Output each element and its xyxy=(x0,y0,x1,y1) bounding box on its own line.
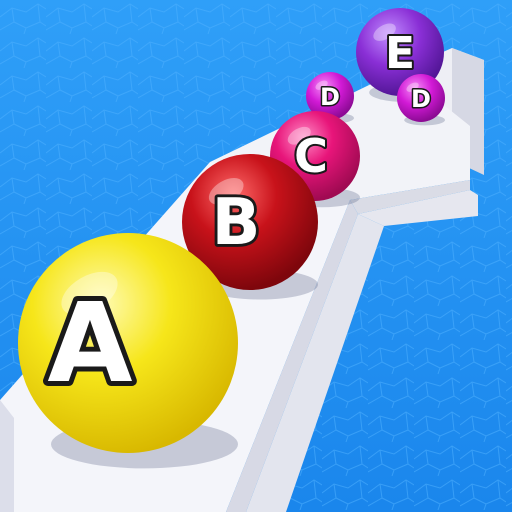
ball-body xyxy=(306,72,354,120)
ball-b: B xyxy=(182,154,318,300)
ball-letter: E xyxy=(385,28,415,79)
ball-highlight xyxy=(315,80,328,90)
ball-body xyxy=(18,233,238,453)
ball-body xyxy=(397,74,445,122)
ball-letter: C xyxy=(294,129,328,183)
ball-highlight xyxy=(287,126,311,145)
ball-letter: D xyxy=(411,85,431,113)
ball-d2: D xyxy=(397,74,445,126)
ball-body xyxy=(182,154,318,290)
ball-highlight xyxy=(406,82,419,92)
ball-letter: D xyxy=(320,83,340,111)
ball-highlight xyxy=(373,23,396,41)
ball-letter: B xyxy=(212,186,261,260)
ball-letter: A xyxy=(47,279,132,407)
ball-a: A xyxy=(18,233,238,469)
ball-highlight xyxy=(61,271,118,316)
ball-highlight xyxy=(208,178,244,205)
ball-body xyxy=(356,8,444,96)
